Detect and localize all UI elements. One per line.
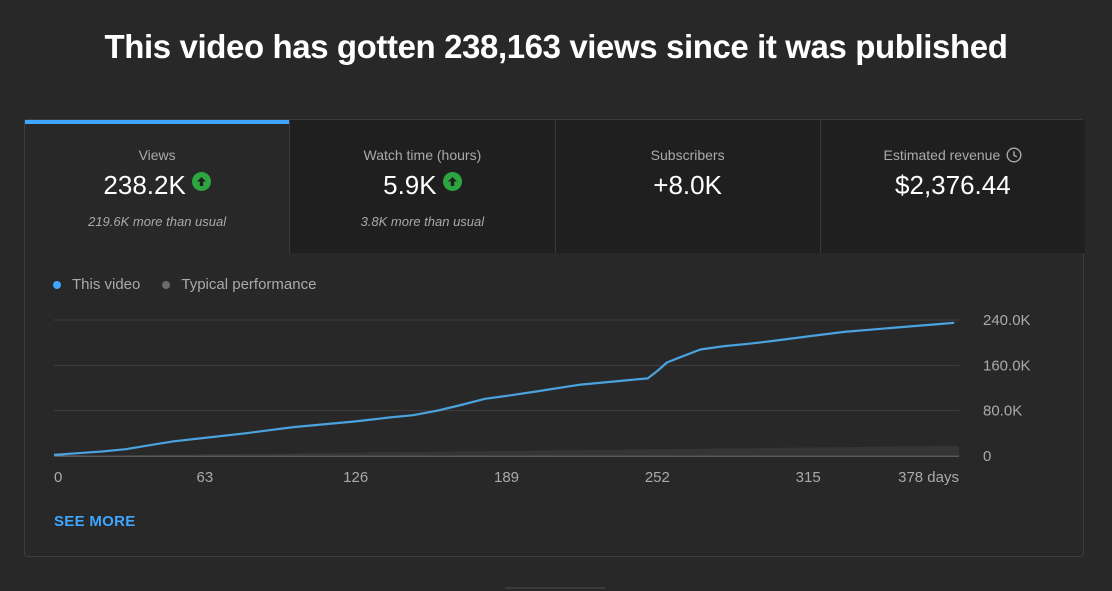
metric-label: Views [138, 147, 176, 163]
legend-dot [53, 280, 61, 289]
x-tick-label: 189 [494, 469, 519, 486]
legend-item-this-video[interactable]: This video [53, 276, 140, 293]
x-tick-label: 126 [343, 469, 368, 486]
x-tick-label: 378 days [898, 469, 959, 486]
metric-tab-watch-time[interactable]: Watch time (hours) 5.9K 3.8K more than u… [290, 120, 556, 253]
metric-value-text: 5.9K [383, 170, 437, 200]
scroll-handle [505, 587, 605, 589]
metric-note: 219.6K more than usual [88, 214, 227, 229]
x-tick-label: 252 [645, 469, 670, 486]
analytics-card: Views 238.2K 219.6K more than usual Watc… [24, 119, 1085, 557]
metric-value: +8.0K [653, 170, 722, 200]
see-more-link[interactable]: SEE MORE [54, 513, 136, 530]
metric-tab-revenue[interactable]: Estimated revenue $2,376.44 [820, 120, 1085, 253]
y-tick-label: 0 [983, 448, 991, 465]
typical-performance-band [54, 445, 959, 456]
legend-label: This video [72, 276, 141, 293]
y-tick-label: 240.0K [983, 312, 1031, 329]
metric-tab-subscribers[interactable]: Subscribers +8.0K [555, 120, 821, 253]
x-tick-label: 63 [196, 469, 213, 486]
arrow-up-icon [191, 172, 211, 191]
x-tick-label: 315 [796, 469, 821, 486]
metric-label-text: Estimated revenue [883, 147, 1001, 163]
active-tab-indicator [25, 120, 290, 124]
arrow-up-icon [442, 172, 462, 191]
x-tick-label: 0 [54, 469, 62, 486]
chart-legend: This video Typical performance [53, 276, 338, 293]
metric-value-text: 238.2K [103, 170, 186, 200]
metric-label: Watch time (hours) [363, 147, 482, 163]
metric-value: 238.2K [25, 170, 289, 201]
metric-label: Subscribers [650, 147, 725, 163]
y-tick-label: 80.0K [983, 403, 1022, 420]
legend-item-typical[interactable]: Typical performance [162, 276, 316, 293]
metric-value: $2,376.44 [895, 170, 1011, 200]
page-headline: This video has gotten 238,163 views sinc… [104, 28, 1008, 65]
metric-value: 5.9K [290, 170, 554, 201]
this-video-line [53, 321, 955, 456]
metric-label: Estimated revenue [821, 147, 1085, 163]
clock-icon[interactable] [1006, 147, 1022, 163]
metric-tab-views[interactable]: Views 238.2K 219.6K more than usual [25, 120, 291, 253]
legend-label: Typical performance [181, 276, 317, 293]
legend-dot [162, 280, 171, 289]
metric-note: 3.8K more than usual [360, 214, 485, 229]
metric-tabs: Views 238.2K 219.6K more than usual Watc… [25, 120, 1085, 253]
y-tick-label: 160.0K [983, 357, 1031, 374]
